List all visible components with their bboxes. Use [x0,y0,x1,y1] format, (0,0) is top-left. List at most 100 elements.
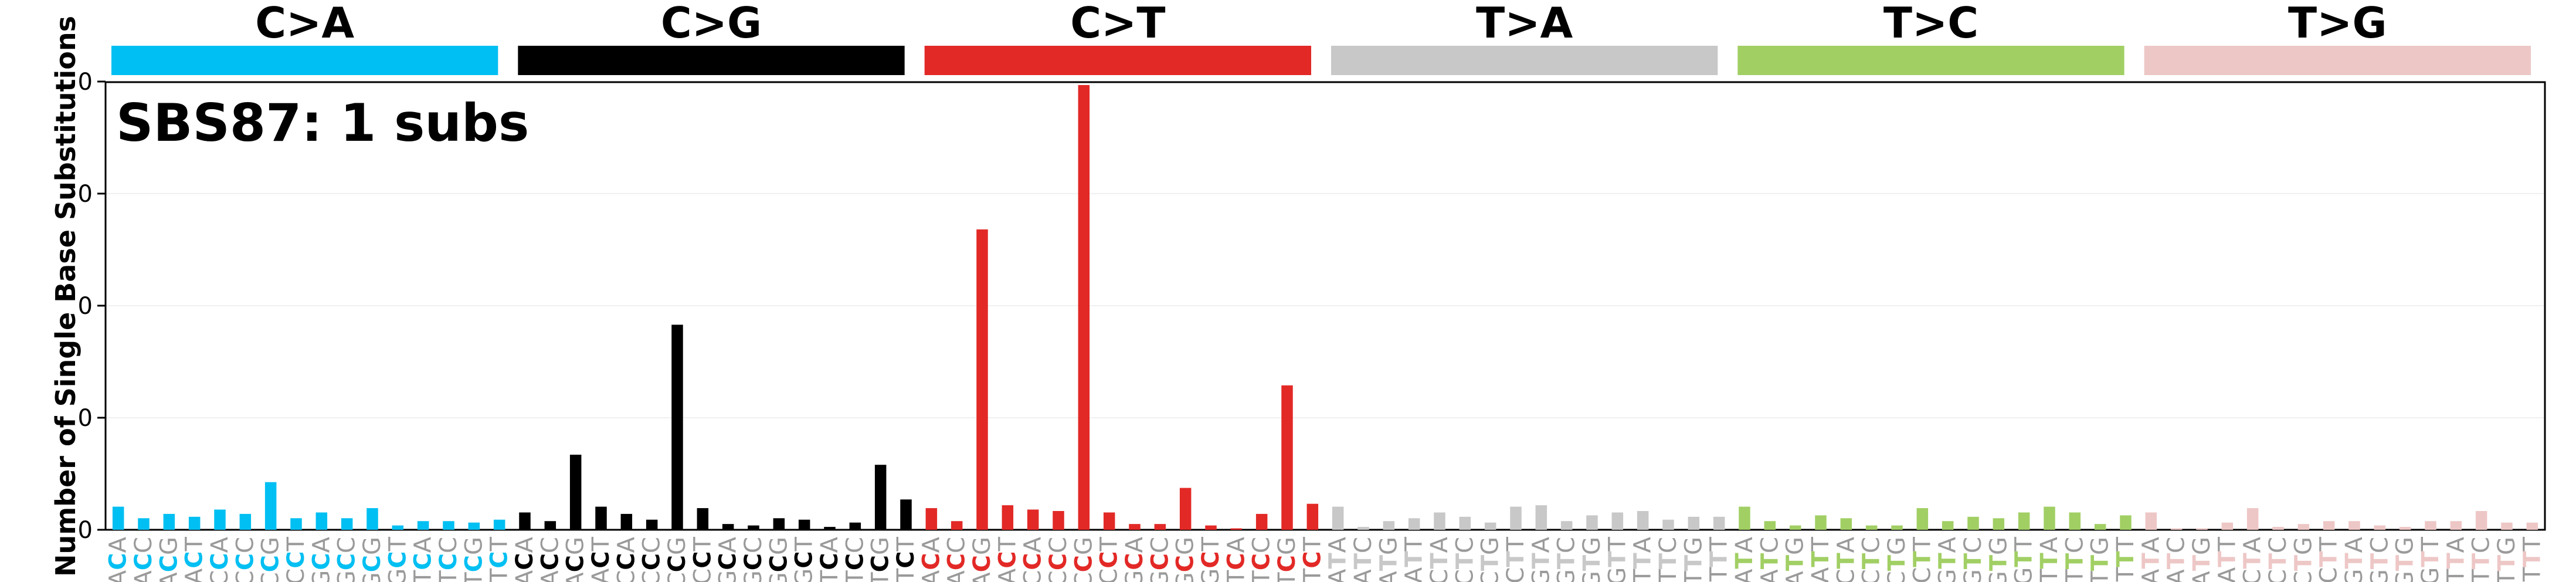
bar [2526,522,2538,530]
x-tick-label: CTG [1477,537,1504,582]
bar [2501,522,2513,530]
x-tick-label: CCA [206,536,233,582]
bar [2145,512,2157,530]
bar [417,521,429,530]
x-tick-label: TCG [1274,537,1301,582]
bars [112,84,2538,530]
bar [1078,84,1090,530]
bar [264,482,277,530]
bar [112,506,124,530]
bar [1764,521,1776,530]
group-label: T>C [1883,0,1978,48]
x-tick-label: TCT [892,536,919,582]
x-tick-label: TTC [2061,537,2088,582]
bar [1230,528,1243,530]
bar [1586,515,1598,530]
bar [1510,506,1522,530]
y-tick-label: 0 [78,517,93,544]
x-tick-label: TCG [867,537,894,582]
bar [1891,525,1903,530]
bar [1560,521,1573,530]
bar [1662,519,1674,530]
bar [798,519,810,530]
x-tick-label: GCC [740,537,767,582]
bar [671,324,683,530]
x-tick-label: CTC [1858,537,1885,582]
header-bar-4 [1331,46,1718,75]
bar [569,455,582,530]
bar [493,519,505,530]
bar [1484,522,1496,530]
x-tick-label: ACA [105,536,132,582]
bar [900,499,912,530]
x-tick-label: TCC [841,537,868,582]
bar [239,513,252,530]
bar [1408,518,1420,530]
bar [646,519,658,530]
x-tick-label: TTA [2442,536,2469,582]
bar [1205,525,1217,530]
x-tick-label: CTT [1502,536,1529,582]
bar [2196,528,2208,530]
x-tick-label: CCC [1045,537,1072,582]
x-tick-label: CCT [1096,536,1123,582]
bar [1027,509,1039,530]
x-tick-label: ACG [562,537,589,582]
group-label: C>A [255,0,354,48]
bar [1789,525,1801,530]
x-tick-label: ACT [994,536,1021,582]
x-tick-label: GCG [765,537,792,582]
bar [2348,521,2360,530]
group-label: T>A [1476,0,1573,48]
x-tick-label: GTA [2341,536,2368,582]
bar [620,513,633,530]
x-tick-label: TCA [1223,536,1250,582]
x-tick-label: ATG [1782,537,1809,582]
x-tick-label: ATA [2137,536,2164,582]
header-bar-3 [924,46,1311,75]
bar [138,518,150,530]
bar [1967,516,1979,530]
mutation-type-header: C>A C>G C>T T>A T>C T>G [111,0,2531,75]
x-tick-label: CCC [232,537,259,582]
x-tick-label: GCC [334,537,361,582]
x-tick-label: CTC [2265,537,2292,582]
bar [1179,488,1192,530]
x-tick-label: TCT [1299,536,1326,582]
x-tick-label: GTA [1528,536,1555,582]
bar [1103,512,1115,530]
x-tick-label: ACA [918,536,945,582]
bar [1002,505,1014,530]
bar [722,524,734,530]
x-tick-label: ATG [2188,537,2215,582]
bar [341,518,353,530]
x-tick-label: GCT [384,536,411,582]
x-tick-label: TCA [816,536,843,582]
x-tick-label: TTG [2493,537,2520,582]
x-tick-label: TTG [1680,537,1707,582]
bar [1332,506,1344,530]
x-tick-label: GTG [1579,537,1606,582]
x-tick-label: ACG [155,537,182,582]
x-tick-label: ATC [1350,537,1377,582]
x-tick-label: GTC [1960,537,1987,582]
x-tick-label: GTC [2366,537,2393,582]
y-tick-label: 0 [78,69,93,96]
bar [849,522,861,530]
bar [1688,516,1700,530]
group-label: C>G [661,0,762,48]
y-tick-label: 0 [78,181,93,208]
x-tick-label: CCA [613,536,640,582]
bar [1993,518,2005,530]
x-tick-label: GCC [1146,537,1173,582]
x-tick-label: GTT [2011,536,2038,582]
bar [874,465,887,530]
x-tick-label: TTT [2112,536,2139,582]
x-axis-tick-labels: ACAACCACGACTCCACCCCCGCCTGCAGCCGCGGCTTCAT… [105,536,2546,582]
x-tick-label: ATT [1807,536,1834,582]
x-tick-label: TTA [1630,536,1657,582]
bar [2120,515,2132,530]
x-tick-label: CTT [1909,536,1936,582]
x-tick-label: ATA [1325,536,1352,582]
